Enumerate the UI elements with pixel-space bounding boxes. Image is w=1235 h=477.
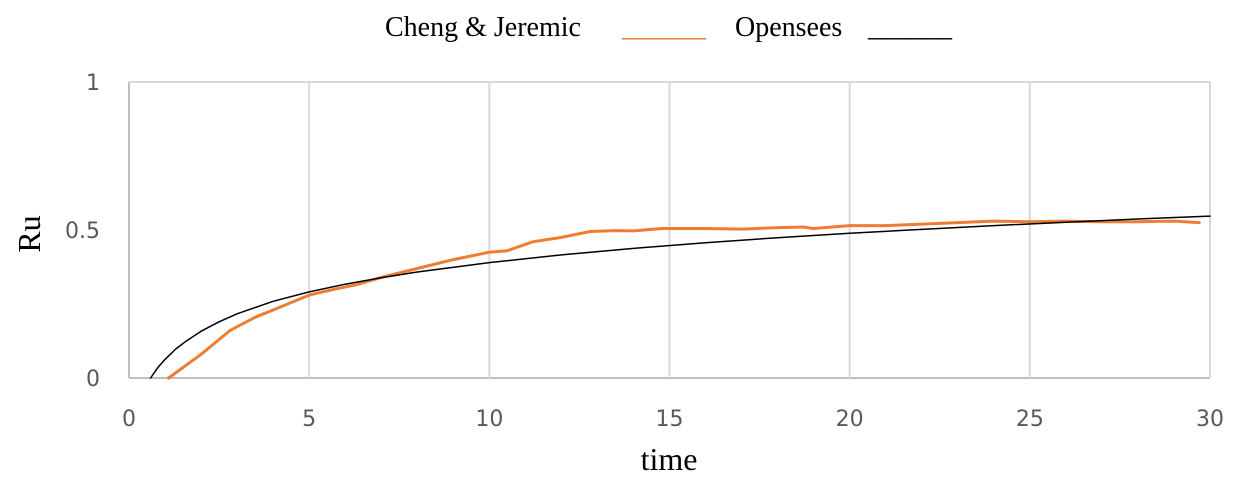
legend-marker-opensees: ______ (867, 12, 953, 43)
x-tick-label: 25 (1016, 407, 1044, 432)
x-tick-label: 30 (1196, 407, 1224, 432)
legend-label-opensees: Opensees (735, 12, 842, 43)
legend-marker-cheng-jeremic: ______ (621, 12, 707, 43)
legend-label-cheng-jeremic: Cheng & Jeremic (385, 12, 581, 43)
y-tick-label: 0 (86, 367, 100, 392)
x-tick-labels: 0 5 10 15 20 25 30 (122, 407, 1224, 432)
y-tick-label: 1 (86, 71, 100, 96)
x-tick-label: 0 (122, 407, 136, 432)
x-tick-label: 5 (302, 407, 316, 432)
series-line-opensees (149, 215, 1211, 379)
x-tick-label: 20 (836, 407, 864, 432)
y-axis-title: Ru (11, 215, 47, 252)
y-tick-label: 0.5 (65, 219, 100, 244)
x-tick-label: 15 (656, 407, 684, 432)
x-axis-title: time (641, 441, 698, 477)
x-tick-label: 10 (475, 407, 503, 432)
legend: Cheng & Jeremic ______ Opensees ______ (385, 12, 953, 43)
series-line-cheng-jeremic (167, 219, 1201, 380)
gridlines (308, 82, 1211, 378)
y-tick-labels: 00.51 (65, 71, 100, 392)
series-lines (149, 215, 1211, 380)
